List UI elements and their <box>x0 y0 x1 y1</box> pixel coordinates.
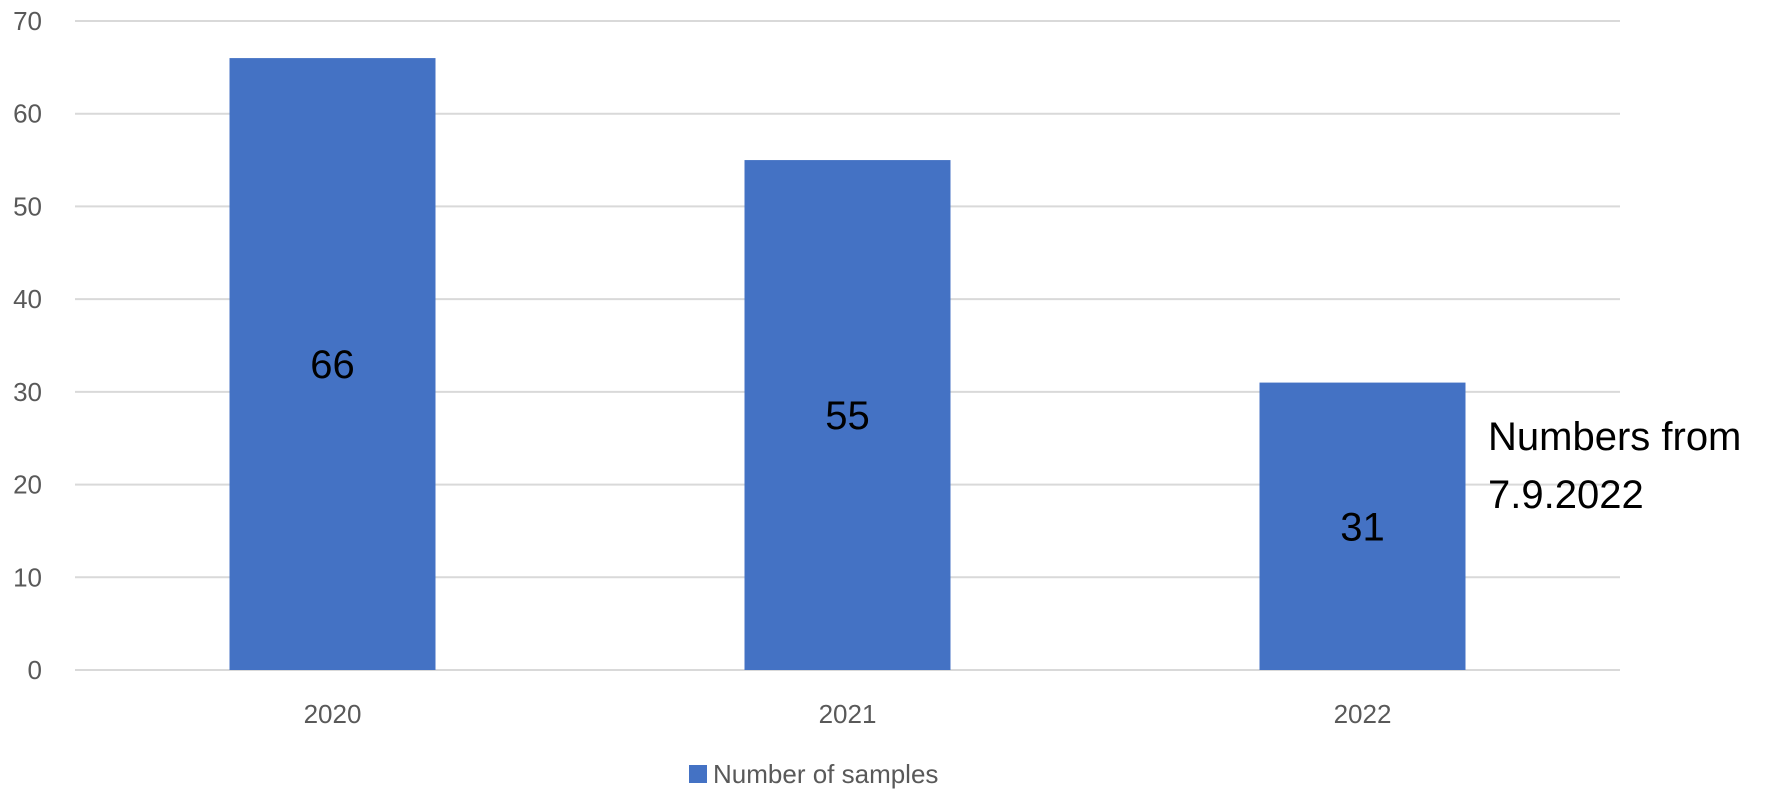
y-tick-label: 20 <box>13 470 42 500</box>
y-axis-ticks: 0 10 20 30 40 50 60 70 <box>13 6 42 685</box>
x-axis-ticks: 2020 2021 2022 <box>304 699 1392 729</box>
data-label-2022: 31 <box>1340 505 1385 549</box>
bar-2020 <box>229 58 436 671</box>
legend-label: Number of samples <box>713 759 938 789</box>
data-label-2021: 55 <box>825 394 870 438</box>
y-tick-label: 40 <box>13 284 42 314</box>
annotation-line-1: Numbers from <box>1488 415 1741 459</box>
y-tick-label: 10 <box>13 562 42 592</box>
y-tick-label: 30 <box>13 377 42 407</box>
y-tick-label: 60 <box>13 99 42 129</box>
x-tick-label-2021: 2021 <box>819 699 877 729</box>
x-tick-label-2022: 2022 <box>1334 699 1392 729</box>
bar-2022 <box>1259 382 1466 670</box>
y-tick-label: 70 <box>13 6 42 36</box>
annotation: Numbers from 7.9.2022 <box>1488 415 1741 517</box>
y-tick-label: 50 <box>13 191 42 221</box>
legend-swatch <box>689 765 707 783</box>
data-labels: 66 55 31 <box>310 343 1385 549</box>
annotation-line-2: 7.9.2022 <box>1488 473 1644 517</box>
bars <box>229 58 1466 671</box>
bar-2021 <box>744 160 951 671</box>
legend: Number of samples <box>689 759 938 789</box>
y-tick-label: 0 <box>28 655 42 685</box>
data-label-2020: 66 <box>310 343 355 387</box>
x-tick-label-2020: 2020 <box>304 699 362 729</box>
